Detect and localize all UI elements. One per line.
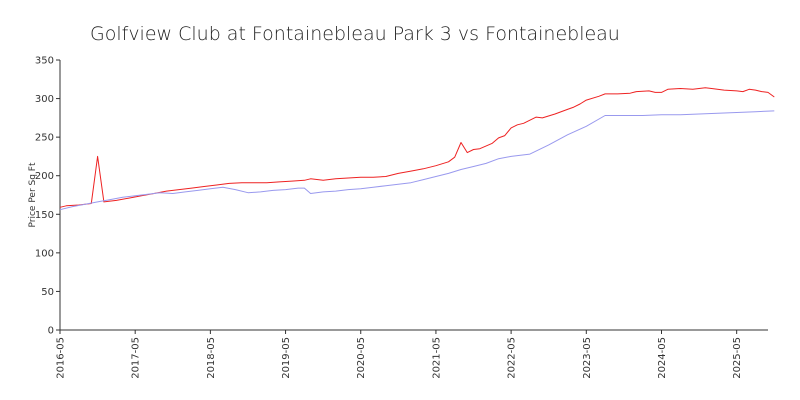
- x-tick-label: 2019-05: [281, 337, 292, 379]
- series-line-2: [59, 110, 775, 211]
- series-layer: [59, 87, 775, 211]
- y-tick-label: 100: [35, 248, 54, 259]
- x-tick-label: 2018-05: [206, 337, 217, 379]
- chart-title: Golfview Club at Fontainebleau Park 3 vs…: [90, 23, 620, 45]
- y-tick-label: 0: [48, 326, 54, 337]
- x-tick-label: 2016-05: [56, 337, 67, 379]
- x-tick-label: 2021-05: [431, 337, 442, 379]
- x-tick-label: 2025-05: [732, 337, 743, 379]
- y-tick-label: 200: [35, 171, 54, 182]
- x-tick-label: 2024-05: [657, 337, 668, 379]
- y-ticks: 0 50 100 150 200 250 300 350: [35, 56, 60, 337]
- series-line-1: [59, 87, 775, 208]
- x-ticks: 2016-05 2017-05 2018-05 2019-05 2020-05 2021-…: [56, 330, 743, 379]
- x-tick-label: 2017-05: [131, 337, 142, 379]
- x-tick-label: 2022-05: [507, 337, 518, 379]
- y-tick-label: 350: [35, 56, 54, 67]
- y-tick-label: 150: [35, 210, 54, 221]
- y-tick-label: 250: [35, 133, 54, 144]
- y-tick-label: 50: [41, 287, 54, 298]
- y-tick-label: 300: [35, 94, 54, 105]
- x-tick-label: 2020-05: [356, 337, 367, 379]
- y-axis-label: Price Per Sq Ft: [28, 162, 38, 227]
- x-tick-label: 2023-05: [582, 337, 593, 379]
